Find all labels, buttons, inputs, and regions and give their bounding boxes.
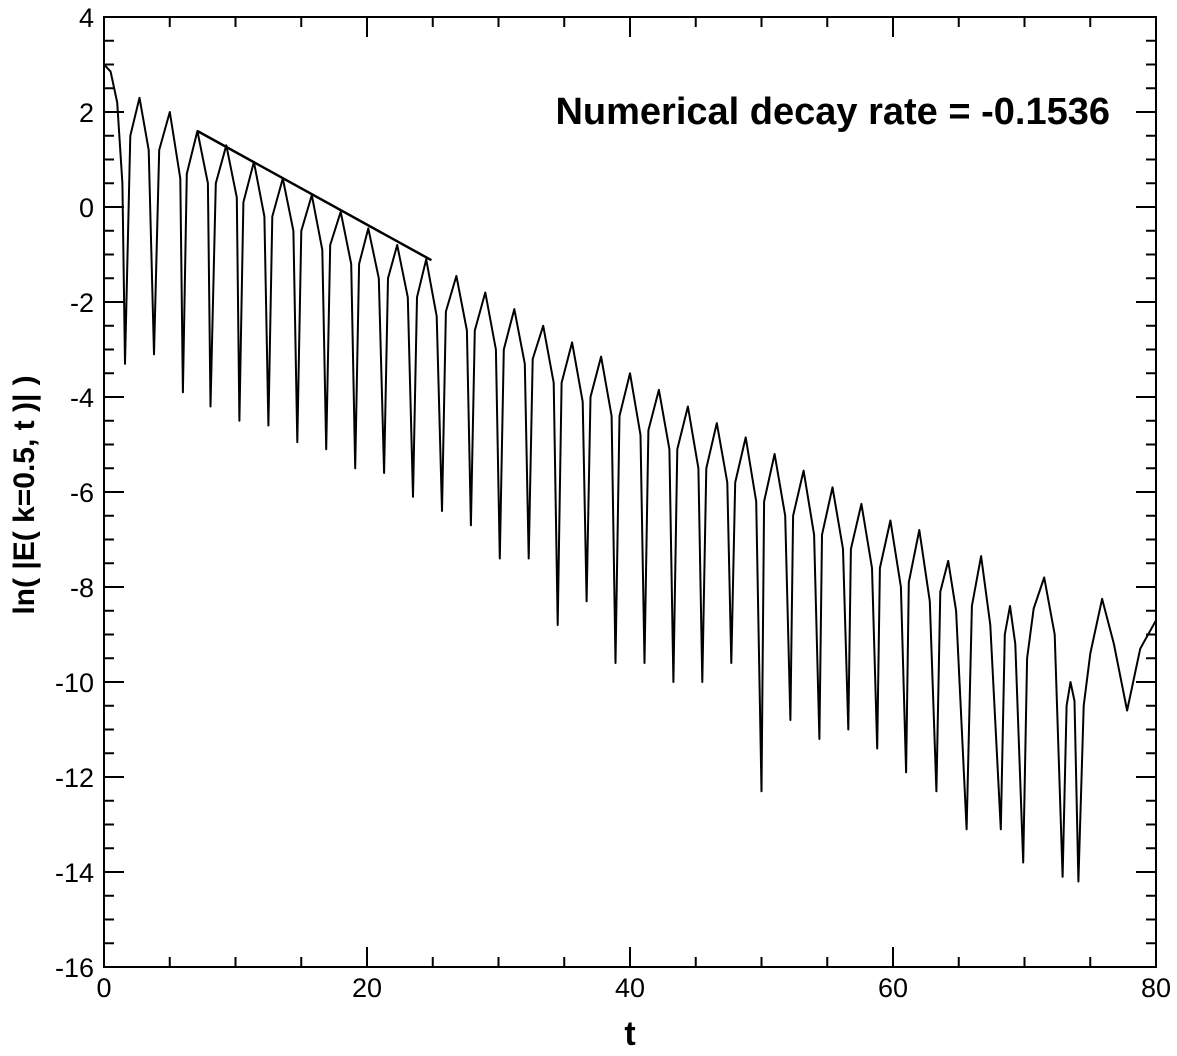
y-tick-label: -4 <box>70 383 94 413</box>
y-tick-label: -10 <box>55 668 94 698</box>
decay-rate-annotation: Numerical decay rate = -0.1536 <box>555 91 1110 133</box>
y-tick-label: 0 <box>79 193 94 223</box>
x-tick-label: 20 <box>352 973 382 1003</box>
y-tick-label: -2 <box>70 288 94 318</box>
axis-ticks <box>103 16 1157 968</box>
x-tick-label: 60 <box>878 973 908 1003</box>
x-tick-label: 80 <box>1141 973 1171 1003</box>
y-tick-label: -8 <box>70 573 94 603</box>
y-tick-label: 2 <box>79 98 94 128</box>
y-tick-label: -16 <box>55 953 94 983</box>
y-tick-label: 4 <box>79 3 94 33</box>
y-axis-label: ln( |E( k=0.5, t )| ) <box>8 375 41 614</box>
series-line-electric-field <box>103 63 1157 883</box>
y-tick-label: -12 <box>55 763 94 793</box>
x-tick-label: 40 <box>615 973 645 1003</box>
y-tick-label: -6 <box>70 478 94 508</box>
x-tick-label: 0 <box>96 973 111 1003</box>
y-tick-label: -14 <box>55 858 94 888</box>
plot-border <box>103 16 1157 968</box>
series-layer <box>103 63 1157 883</box>
series-line-decay-fit <box>196 129 433 262</box>
x-axis-label: t <box>624 1015 635 1053</box>
plot-frame <box>103 16 1157 968</box>
